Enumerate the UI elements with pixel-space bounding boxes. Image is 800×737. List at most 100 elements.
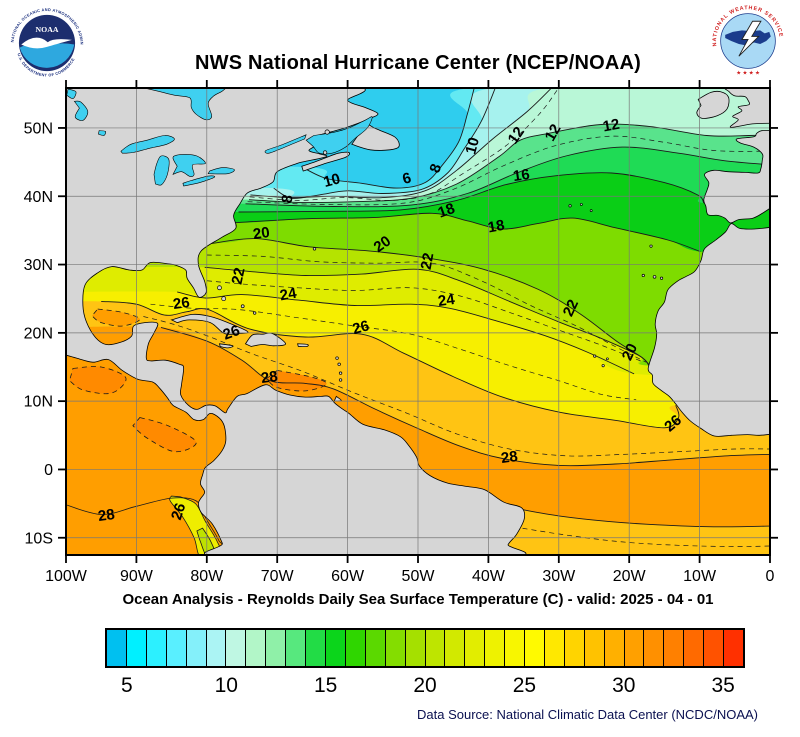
colorbar-tick-20: 20	[413, 674, 437, 697]
noaa-bird-icon	[21, 37, 72, 49]
isotherm-dashed-5	[143, 316, 770, 457]
nws-stars: ★ ★ ★ ★	[736, 70, 760, 76]
isotherm-dashed-6	[513, 526, 770, 547]
temperature-colorbar	[105, 628, 745, 668]
x-axis-label: 10W	[683, 568, 717, 585]
peru-upwelling-green-outline	[196, 527, 217, 555]
lake-michigan	[153, 155, 170, 186]
isotherm-28	[519, 508, 770, 528]
x-axis-label: 70W	[261, 568, 295, 585]
st-lawrence-river	[264, 134, 307, 154]
y-axis-label: 40N	[24, 189, 53, 206]
contour-label: 26	[351, 317, 372, 338]
contour-label: 26	[221, 322, 242, 344]
island-dot	[221, 296, 227, 302]
colorbar-cell-33	[683, 630, 704, 666]
island-dot	[601, 364, 605, 368]
land-hispaniola	[244, 332, 286, 347]
colorbar-cell-35	[723, 630, 743, 666]
page-title: NWS National Hurricane Center (NCEP/NOAA…	[194, 52, 642, 74]
pacific-hot-1-outline	[69, 366, 127, 395]
land-africa	[647, 223, 770, 437]
contour-label: 24	[279, 285, 299, 305]
island-dot	[606, 357, 609, 361]
colorbar-cell-14	[305, 630, 325, 666]
colorbar-tick-5: 5	[121, 674, 133, 697]
y-axis-label: 10N	[24, 394, 53, 411]
y-axis-label: 20N	[24, 325, 53, 342]
isotherm-26	[101, 300, 680, 429]
isotherm-20	[211, 238, 651, 367]
isotherm-14	[245, 146, 770, 208]
sst-band-28	[502, 508, 770, 555]
colorbar-cell-10	[225, 630, 246, 666]
land-jamaica	[218, 343, 234, 349]
contour-label: 22	[560, 297, 582, 319]
island-dot	[652, 275, 657, 279]
isotherm-18	[231, 212, 701, 253]
contour-label: 24	[437, 291, 457, 310]
x-axis-label: 50W	[402, 568, 436, 585]
contour-label: 26	[168, 501, 189, 522]
contour-label: 20	[371, 233, 394, 256]
isotherm-16	[238, 172, 705, 213]
island-dot	[579, 203, 583, 206]
lake-manitoba	[66, 88, 77, 99]
y-axis-label: 0	[44, 462, 53, 479]
lake-ontario	[207, 167, 235, 175]
noaa-acronym: NOAA	[36, 25, 59, 34]
island-dot	[335, 356, 339, 360]
gulf-mexico-warm	[92, 309, 140, 327]
isotherm-12	[248, 123, 770, 203]
contour-label: 18	[436, 200, 457, 222]
pacific-hot-2-outline	[132, 417, 197, 453]
noaa-logo: NOAA NATIONAL OCEANIC AND ATMOSPHERIC AD…	[8, 4, 86, 82]
land-puerto-rico	[297, 343, 309, 348]
contour-label: 22	[229, 266, 249, 286]
colorbar-cell-6	[145, 630, 166, 666]
isotherm-22	[204, 266, 650, 366]
island-dot	[338, 371, 343, 375]
caribbean-hot	[266, 370, 327, 392]
contour-label: 12	[542, 121, 565, 144]
colorbar-cell-28	[583, 630, 604, 666]
colorbar-cell-30	[623, 630, 644, 666]
colorbar-tick-25: 25	[512, 674, 537, 697]
data-source-note: Data Source: National Climatic Data Cent…	[417, 707, 758, 722]
y-axis-label: 30N	[24, 257, 53, 274]
pacific-hot-2	[132, 417, 197, 452]
island-dot	[253, 311, 257, 315]
colorbar-tick-10: 10	[214, 674, 238, 697]
x-axis-label: 30W	[542, 568, 576, 585]
hudson-james-bay	[142, 88, 227, 121]
contour-label: 26	[172, 294, 191, 313]
isotherm-dashed-3	[189, 278, 643, 362]
colorbar-cell-20	[424, 630, 445, 666]
colorbar-cell-15	[324, 630, 345, 666]
x-axis-label: 0	[766, 568, 775, 585]
colorbar-cell-11	[245, 630, 266, 666]
colorbar-cell-27	[563, 630, 584, 666]
x-axis-label: 20W	[613, 568, 647, 585]
colorbar-cell-16	[344, 630, 365, 666]
map-caption: Ocean Analysis - Reynolds Daily Sea Surf…	[122, 591, 714, 608]
island-dot	[324, 129, 330, 135]
contour-label: 22	[418, 252, 438, 271]
x-axis-label: 90W	[120, 568, 154, 585]
colorbar-cell-26	[543, 630, 564, 666]
island-dot	[589, 209, 593, 212]
colorbar-tick-labels: 5 10 15 20 25 30 35	[105, 674, 745, 700]
colorbar-cell-25	[524, 630, 544, 666]
colorbar-cell-17	[364, 630, 385, 666]
nws-logo: NATIONAL WEATHER SERVICE ★ ★ ★ ★	[710, 3, 786, 79]
contour-label: 12	[602, 116, 621, 136]
colorbar-cell-31	[643, 630, 664, 666]
y-axis-label: 10S	[25, 530, 53, 547]
noaa-logo-sea	[19, 43, 75, 68]
x-axis-label: 40W	[472, 568, 506, 585]
colorbar-cell-22	[464, 630, 485, 666]
